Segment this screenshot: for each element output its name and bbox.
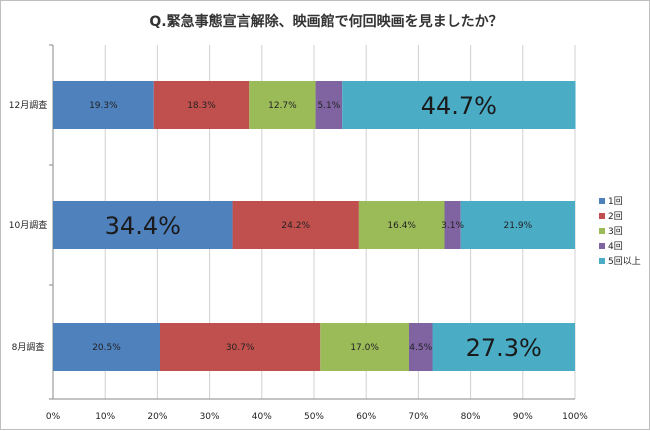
bar-segment bbox=[460, 201, 575, 249]
bar-segment bbox=[315, 81, 343, 129]
data-label: 18.3% bbox=[187, 101, 216, 111]
legend-swatch bbox=[599, 243, 605, 249]
bars-layer bbox=[53, 81, 576, 371]
bar-segment bbox=[249, 81, 316, 129]
x-tick-label: 10% bbox=[95, 412, 115, 422]
chart-title: Q.緊急事態宣言解除、映画館で何回映画を見ましたか？ bbox=[149, 13, 502, 30]
x-tick-label: 70% bbox=[408, 412, 428, 422]
data-label: 21.9% bbox=[504, 221, 533, 231]
data-label: 3.1% bbox=[441, 221, 464, 231]
labels-layer: 19.3% 18.3% 12.7% 5.1% 44.7% 34.4% 24.2% 16.4% 3… bbox=[89, 92, 542, 362]
bar-segment bbox=[320, 323, 410, 371]
data-label: 19.3% bbox=[89, 101, 118, 111]
data-label: 17.0% bbox=[350, 343, 379, 353]
x-tick-label: 60% bbox=[356, 412, 376, 422]
bar-segment bbox=[358, 201, 445, 249]
data-label: 4.5% bbox=[409, 343, 432, 353]
data-label: 44.7% bbox=[421, 92, 497, 120]
bar-segment bbox=[153, 81, 250, 129]
x-tick-label: 80% bbox=[461, 412, 481, 422]
x-tick-label: 40% bbox=[252, 412, 272, 422]
data-label: 12.7% bbox=[268, 101, 297, 111]
data-label: 27.3% bbox=[466, 334, 542, 362]
bar-segment bbox=[232, 201, 359, 249]
x-tick-label: 30% bbox=[200, 412, 220, 422]
bar-segment bbox=[53, 323, 161, 371]
legend-swatch bbox=[599, 258, 605, 264]
legend-entry: 5回以上 bbox=[608, 256, 641, 267]
bar-segment bbox=[53, 81, 154, 129]
bar-segment bbox=[53, 201, 233, 249]
x-tick-label: 90% bbox=[513, 412, 533, 422]
legend-swatch bbox=[599, 198, 605, 204]
legend-swatch bbox=[599, 213, 605, 219]
data-label: 24.2% bbox=[281, 221, 310, 231]
category-label: 10月調査 bbox=[9, 219, 47, 231]
category-label: 12月調査 bbox=[9, 99, 47, 111]
bar-segment bbox=[160, 323, 321, 371]
bar-segment bbox=[432, 323, 575, 371]
bar-segment bbox=[342, 81, 576, 129]
data-label: 16.4% bbox=[387, 221, 416, 231]
bar-segment bbox=[409, 323, 433, 371]
x-tick-label: 50% bbox=[304, 412, 324, 422]
category-label: 8月調査 bbox=[12, 341, 45, 353]
data-label: 30.7% bbox=[226, 343, 255, 353]
bar-segment bbox=[444, 201, 461, 249]
data-label: 34.4% bbox=[105, 212, 181, 240]
x-tick-label: 100% bbox=[562, 412, 588, 422]
legend-entry: 2回 bbox=[608, 211, 623, 222]
legend: 1回 2回 3回 4回 5回以上 bbox=[599, 196, 641, 267]
data-label: 20.5% bbox=[92, 343, 121, 353]
legend-entry: 3回 bbox=[608, 226, 623, 237]
x-tick-label: 20% bbox=[147, 412, 167, 422]
legend-entry: 4回 bbox=[608, 241, 623, 252]
data-label: 5.1% bbox=[317, 101, 340, 111]
legend-entry: 1回 bbox=[608, 196, 623, 207]
x-tick-label: 0% bbox=[46, 412, 61, 422]
legend-swatch bbox=[599, 228, 605, 234]
